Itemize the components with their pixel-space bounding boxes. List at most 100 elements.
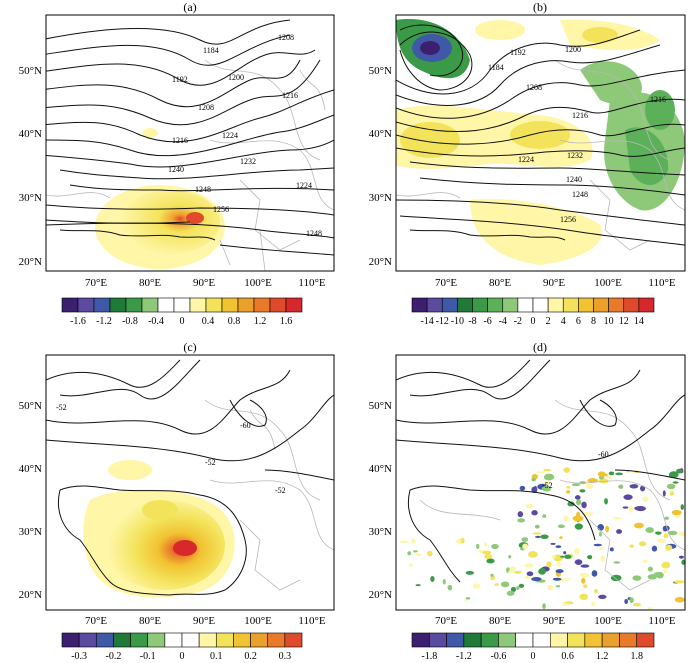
speckle [581,577,586,584]
speckle [500,581,510,588]
colorbar-swatch [233,632,251,648]
panel-a: (a) [19,0,335,327]
contour-label: 1184 [203,46,219,55]
colorbar-swatch [567,632,586,648]
contour-label: 1216 [572,111,588,120]
speckle [598,546,603,551]
speckle [486,558,495,564]
contour-label: 1200 [228,73,244,82]
lat-tick-label: 50°N [19,400,42,412]
colorbar-label: -0.6 [491,651,507,662]
speckle [598,478,609,484]
boundaries [396,59,685,251]
speckle [629,544,635,548]
lon-tick-label: 100°E [244,277,272,289]
speckle [563,551,567,555]
speckle [482,550,492,555]
colorbar-swatch [157,297,175,313]
colorbar-swatch [532,632,551,648]
speckle [680,504,685,511]
colorbar-swatch [78,632,97,648]
speckle [681,559,685,565]
colorbar-label: -0.2 [106,651,122,662]
contour-label: -60 [240,421,251,430]
speckle [531,510,538,516]
lat-tick-label: 50°N [19,65,42,77]
colorbar-label: 0.4 [202,316,215,327]
colorbar-swatch [147,632,166,648]
speckle [567,501,575,507]
speckle [415,584,421,587]
contour-label: 1256 [560,215,576,224]
speckle [415,553,422,557]
lat-tick-label: 20°N [369,256,392,268]
speckle [508,570,515,574]
colorbar-swatch [93,297,111,313]
lon-tick-label: 90°E [193,277,215,289]
contour-label: -52 [542,481,553,490]
colorbar-label: -0.3 [71,651,87,662]
colorbar-label: -1.2 [456,651,472,662]
lat-tick-label: 40°N [369,463,392,475]
colorbar-swatch [549,632,568,648]
speckle [574,559,583,566]
colorbar-swatch [253,297,271,313]
speckle [587,555,593,560]
speckle [465,570,475,575]
colorbar-label: -0.8 [122,316,138,327]
speckle [546,561,552,568]
speckle [580,564,590,568]
speckle [669,491,675,496]
speckle [634,506,646,511]
lat-tick-label: 50°N [369,65,392,77]
panel-b-map: 1184 1192 1200 1208 1216 1224 1232 1240 … [396,19,685,265]
contour-label: -52 [275,486,286,495]
colorbar-label: 0.2 [244,651,257,662]
speckle [552,577,562,581]
speckle [598,531,602,537]
colorbar-label: -14 [420,316,433,327]
lon-axis: 70°E 80°E 90°E 100°E 110°E [435,615,676,627]
colorbar-swatch [269,297,287,313]
contour-label: 1184 [488,63,504,72]
contour-labels: 1184 1192 1200 1208 1216 1224 1232 1240 … [168,33,322,238]
lon-tick-label: 100°E [594,277,622,289]
speckle [555,585,561,588]
contour-label: 1192 [172,75,188,84]
lat-tick-label: 30°N [19,192,42,204]
lon-tick-label: 80°E [489,277,511,289]
colorbar-label: -1.8 [421,651,437,662]
speckle [604,498,608,505]
speckle [559,536,563,539]
speckle [600,555,605,562]
speckle [508,566,517,571]
contour-label: 1248 [306,229,322,238]
shading-region [625,127,669,185]
shading-region [142,500,178,520]
contour-labels: -60 -52 [542,450,609,490]
contour-label: 1208 [278,33,294,42]
speckle [605,475,613,479]
colorbar-swatch [130,632,149,648]
lat-tick-label: 40°N [19,128,42,140]
speckle [663,569,668,573]
speckle [514,570,523,574]
colorbar-label: 14 [634,316,644,327]
colorbar-label: -0.1 [140,651,156,662]
speckle [427,550,433,557]
speckle [564,554,572,559]
colorbar-swatch [61,297,79,313]
colorbar-label: -2 [514,316,522,327]
panel-title: (c) [183,340,196,354]
speckle [629,484,639,489]
speckle [484,542,488,547]
boundaries [204,399,334,591]
colorbar-swatch [517,297,534,313]
speckle [547,584,553,591]
colorbar-swatch [189,297,207,313]
lon-tick-label: 80°E [139,615,161,627]
colorbar-label: 1.2 [254,316,267,327]
speckle [524,563,534,568]
speckle [663,533,669,539]
